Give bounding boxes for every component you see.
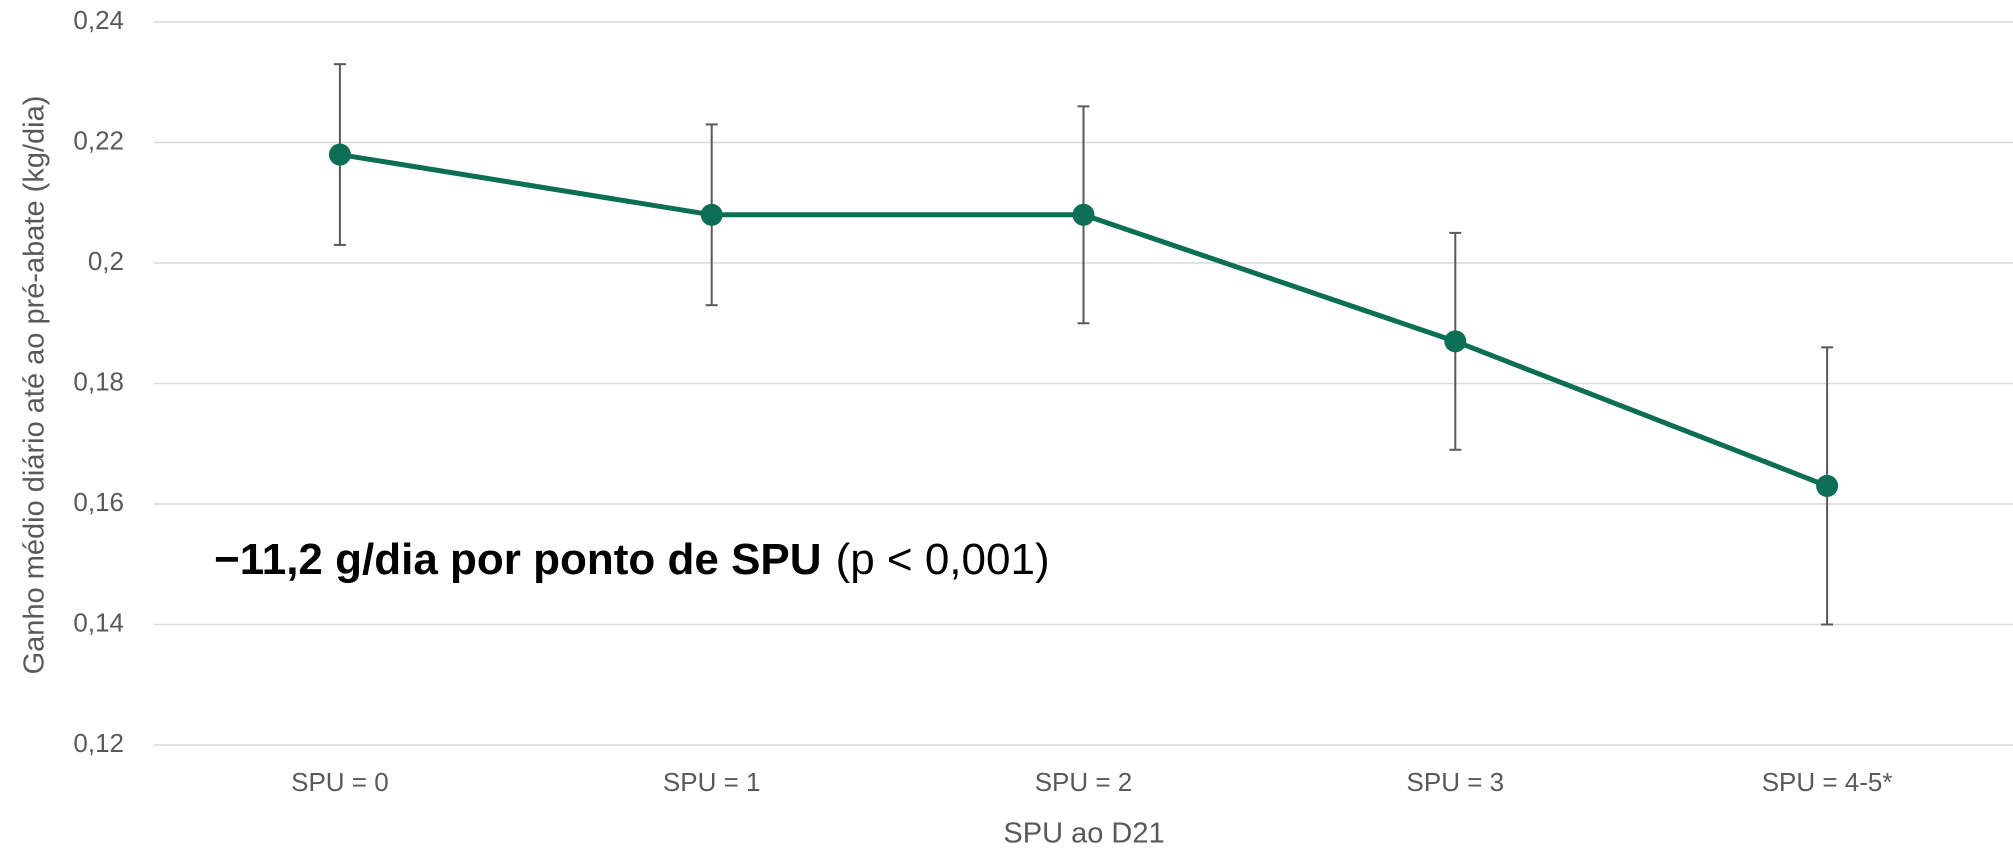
y-axis-title: Ganho médio diário até ao pré-abate (kg/… bbox=[19, 96, 51, 675]
x-tick-label: SPU = 3 bbox=[1407, 767, 1505, 797]
y-tick-label: 0,12 bbox=[73, 728, 124, 758]
point bbox=[1444, 330, 1467, 353]
point bbox=[700, 203, 723, 226]
annotation-bold: −11,2 g/dia por ponto de SPU bbox=[214, 535, 822, 584]
y-tick-label: 0,2 bbox=[88, 246, 124, 276]
x-axis-title: SPU ao D21 bbox=[1003, 818, 1164, 850]
x-tick-label: SPU = 0 bbox=[291, 767, 389, 797]
point bbox=[1072, 203, 1095, 226]
y-tick-label: 0,22 bbox=[73, 125, 124, 155]
point bbox=[328, 143, 351, 166]
point bbox=[1816, 474, 1839, 497]
y-tick-label: 0,24 bbox=[73, 5, 124, 35]
x-tick-label: SPU = 2 bbox=[1035, 767, 1133, 797]
x-tick-label: SPU = 4-5* bbox=[1762, 767, 1893, 797]
y-tick-label: 0,16 bbox=[73, 487, 124, 517]
y-tick-label: 0,18 bbox=[73, 366, 124, 396]
x-tick-label: SPU = 1 bbox=[663, 767, 761, 797]
annotation-note: (p < 0,001) bbox=[836, 535, 1050, 584]
annotation: −11,2 g/dia por ponto de SPU (p < 0,001) bbox=[214, 535, 1050, 584]
y-tick-label: 0,14 bbox=[73, 607, 124, 637]
